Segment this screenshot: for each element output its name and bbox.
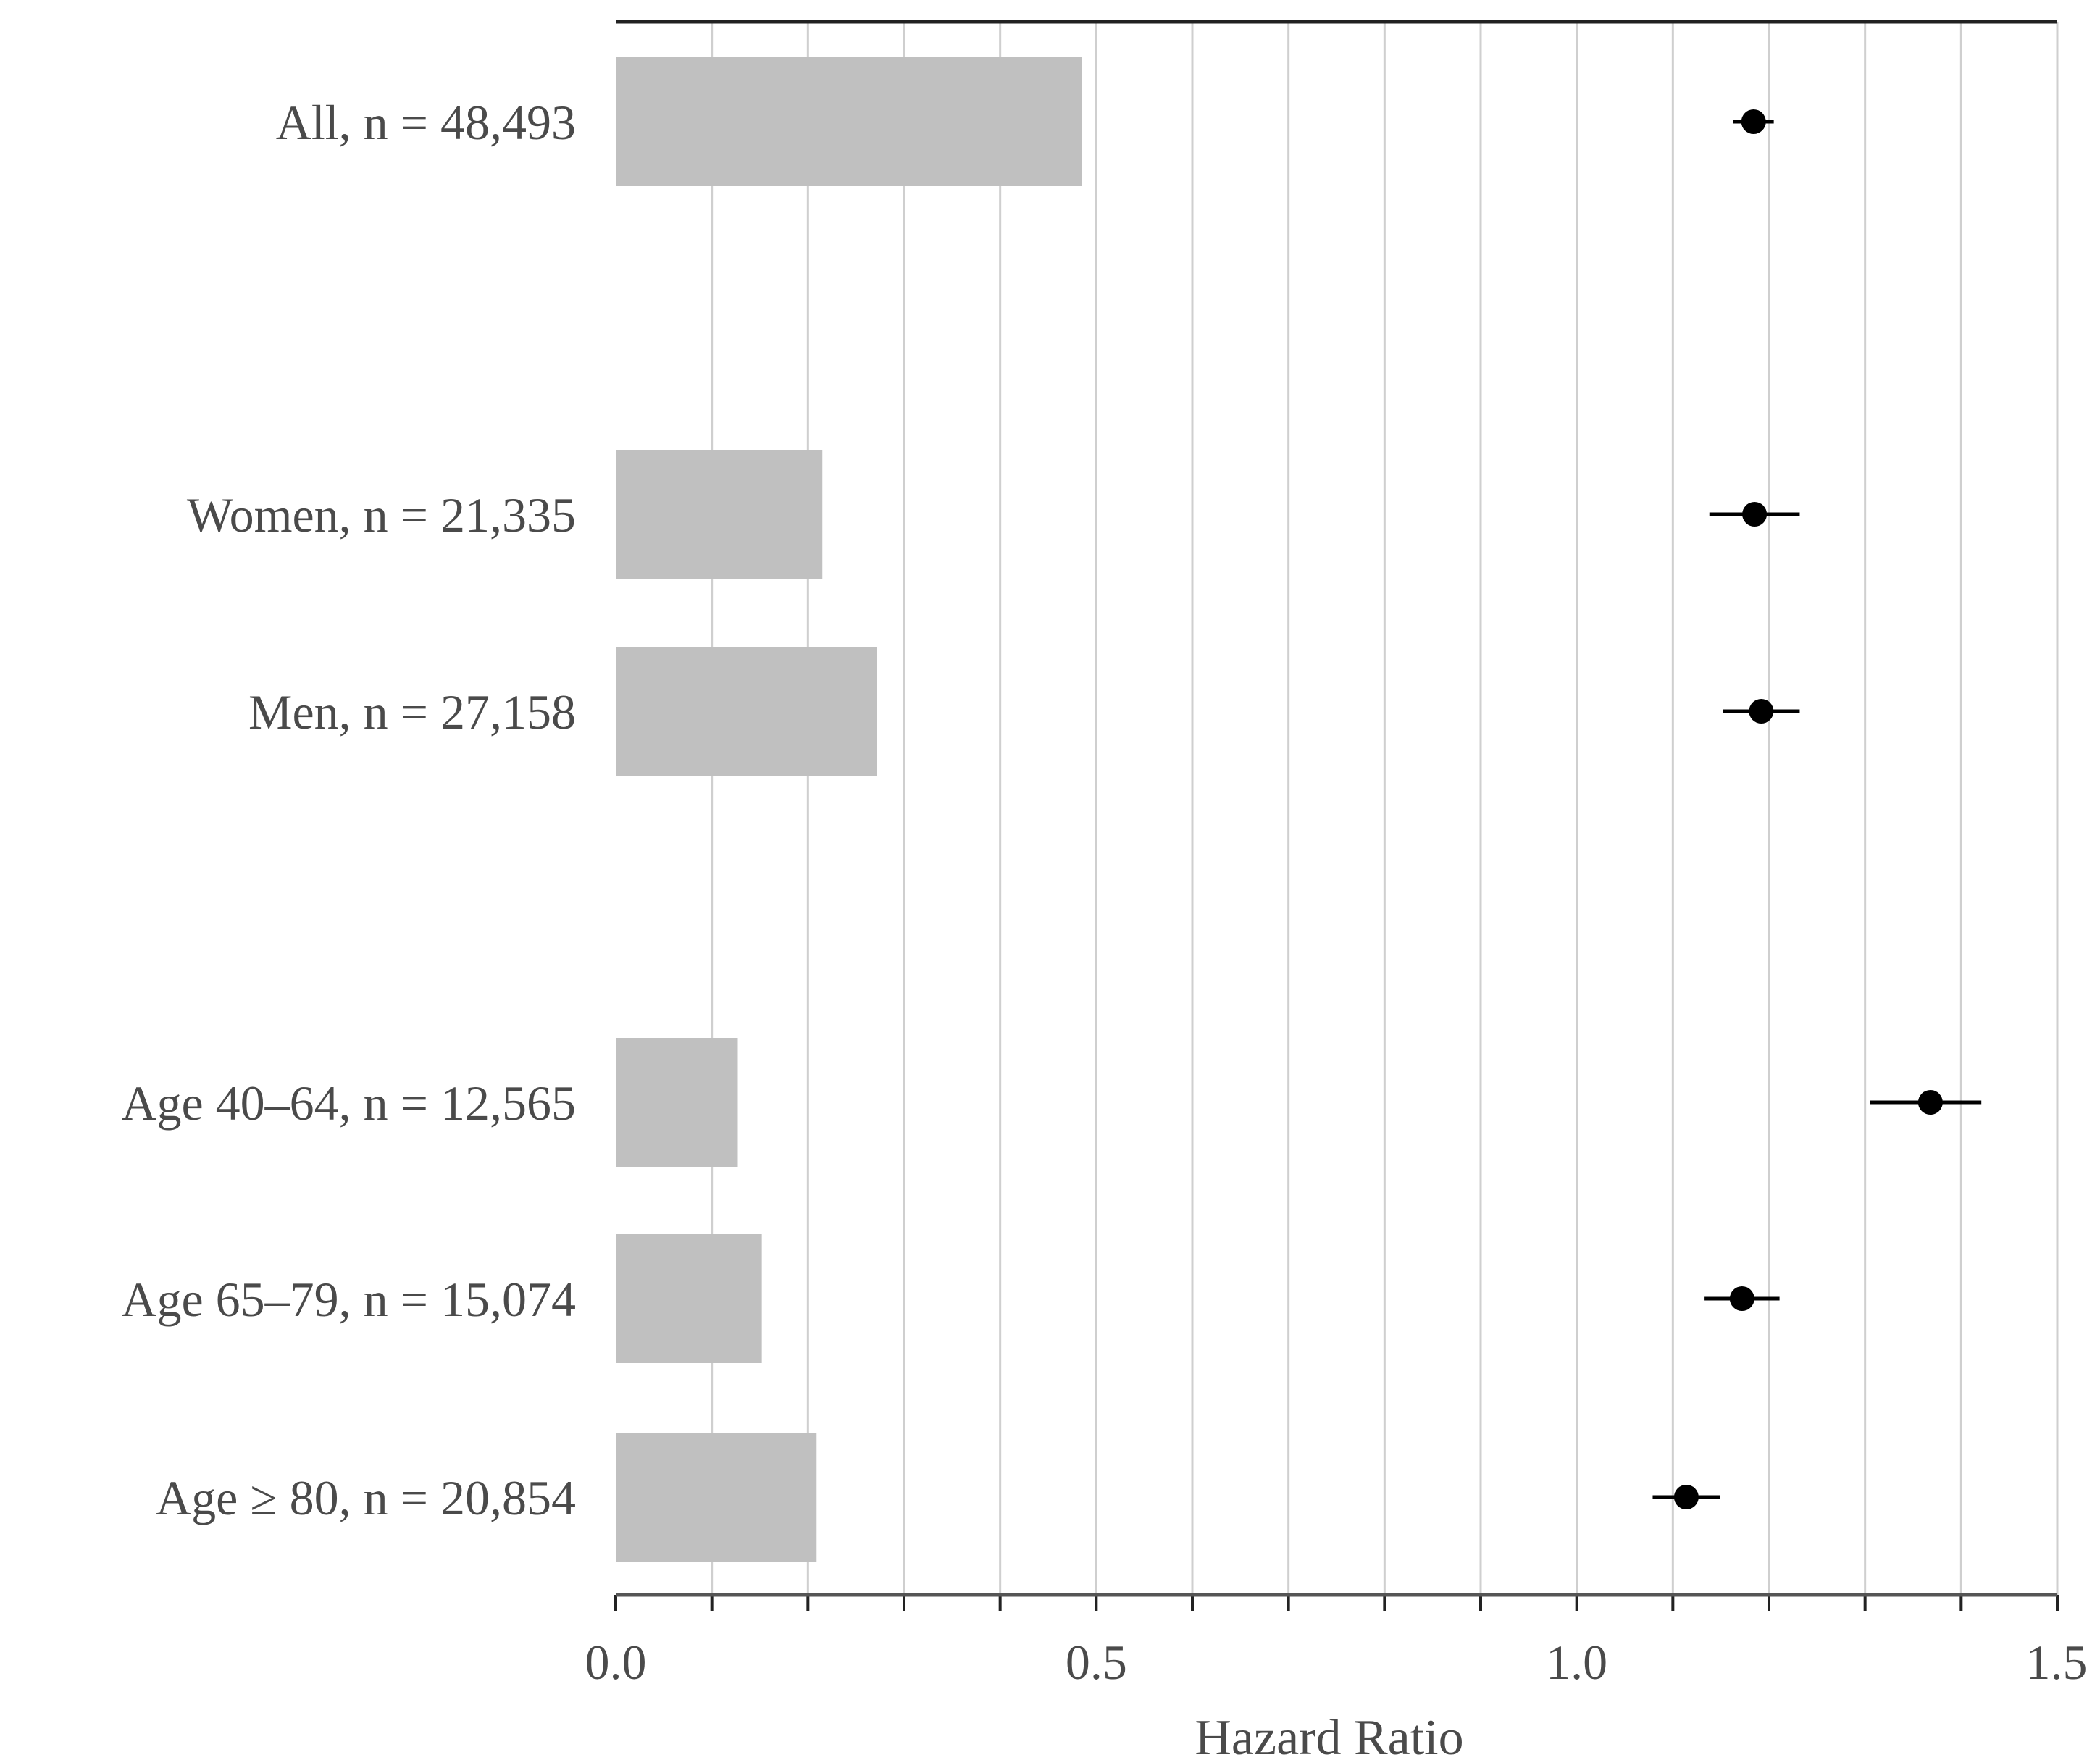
x-tick-label: 0.0: [585, 1635, 647, 1690]
category-labels: All, n = 48,493 Women, n = 21,335 Men, n =…: [121, 95, 576, 1525]
category-label: Men, n = 27,158: [248, 684, 576, 739]
x-axis-title: Hazard Ratio: [1195, 1710, 1463, 1760]
gridlines: [711, 22, 2059, 1595]
bar: [616, 1038, 738, 1167]
bar: [616, 1433, 817, 1562]
axes: [614, 20, 2059, 1611]
hazard-ratio-point: [1673, 1485, 1699, 1509]
category-label: Women, n = 21,335: [187, 487, 576, 542]
hazard-ratio-points: [1652, 109, 1982, 1509]
hazard-ratio-point: [1749, 699, 1774, 724]
category-label: Age 65–79, n = 15,074: [121, 1272, 576, 1327]
bar: [616, 57, 1082, 186]
hazard-ratio-point: [1729, 1286, 1754, 1311]
x-tick-labels: 0.0 0.5 1.0 1.5: [585, 1635, 2088, 1690]
hazard-ratio-point: [1741, 109, 1766, 134]
category-label: Age 40–64, n = 12,565: [121, 1076, 576, 1131]
bars: [616, 57, 1082, 1562]
hazard-ratio-point: [1742, 502, 1768, 527]
x-tick-label: 1.5: [2026, 1635, 2088, 1690]
x-tick-label: 1.0: [1546, 1635, 1607, 1690]
hazard-ratio-point: [1917, 1090, 1943, 1115]
x-tick-label: 0.5: [1066, 1635, 1127, 1690]
bar: [616, 450, 823, 579]
bar: [616, 647, 877, 776]
category-label: All, n = 48,493: [276, 95, 576, 150]
bar: [616, 1234, 762, 1363]
category-label: Age ≥ 80, n = 20,854: [156, 1470, 576, 1525]
